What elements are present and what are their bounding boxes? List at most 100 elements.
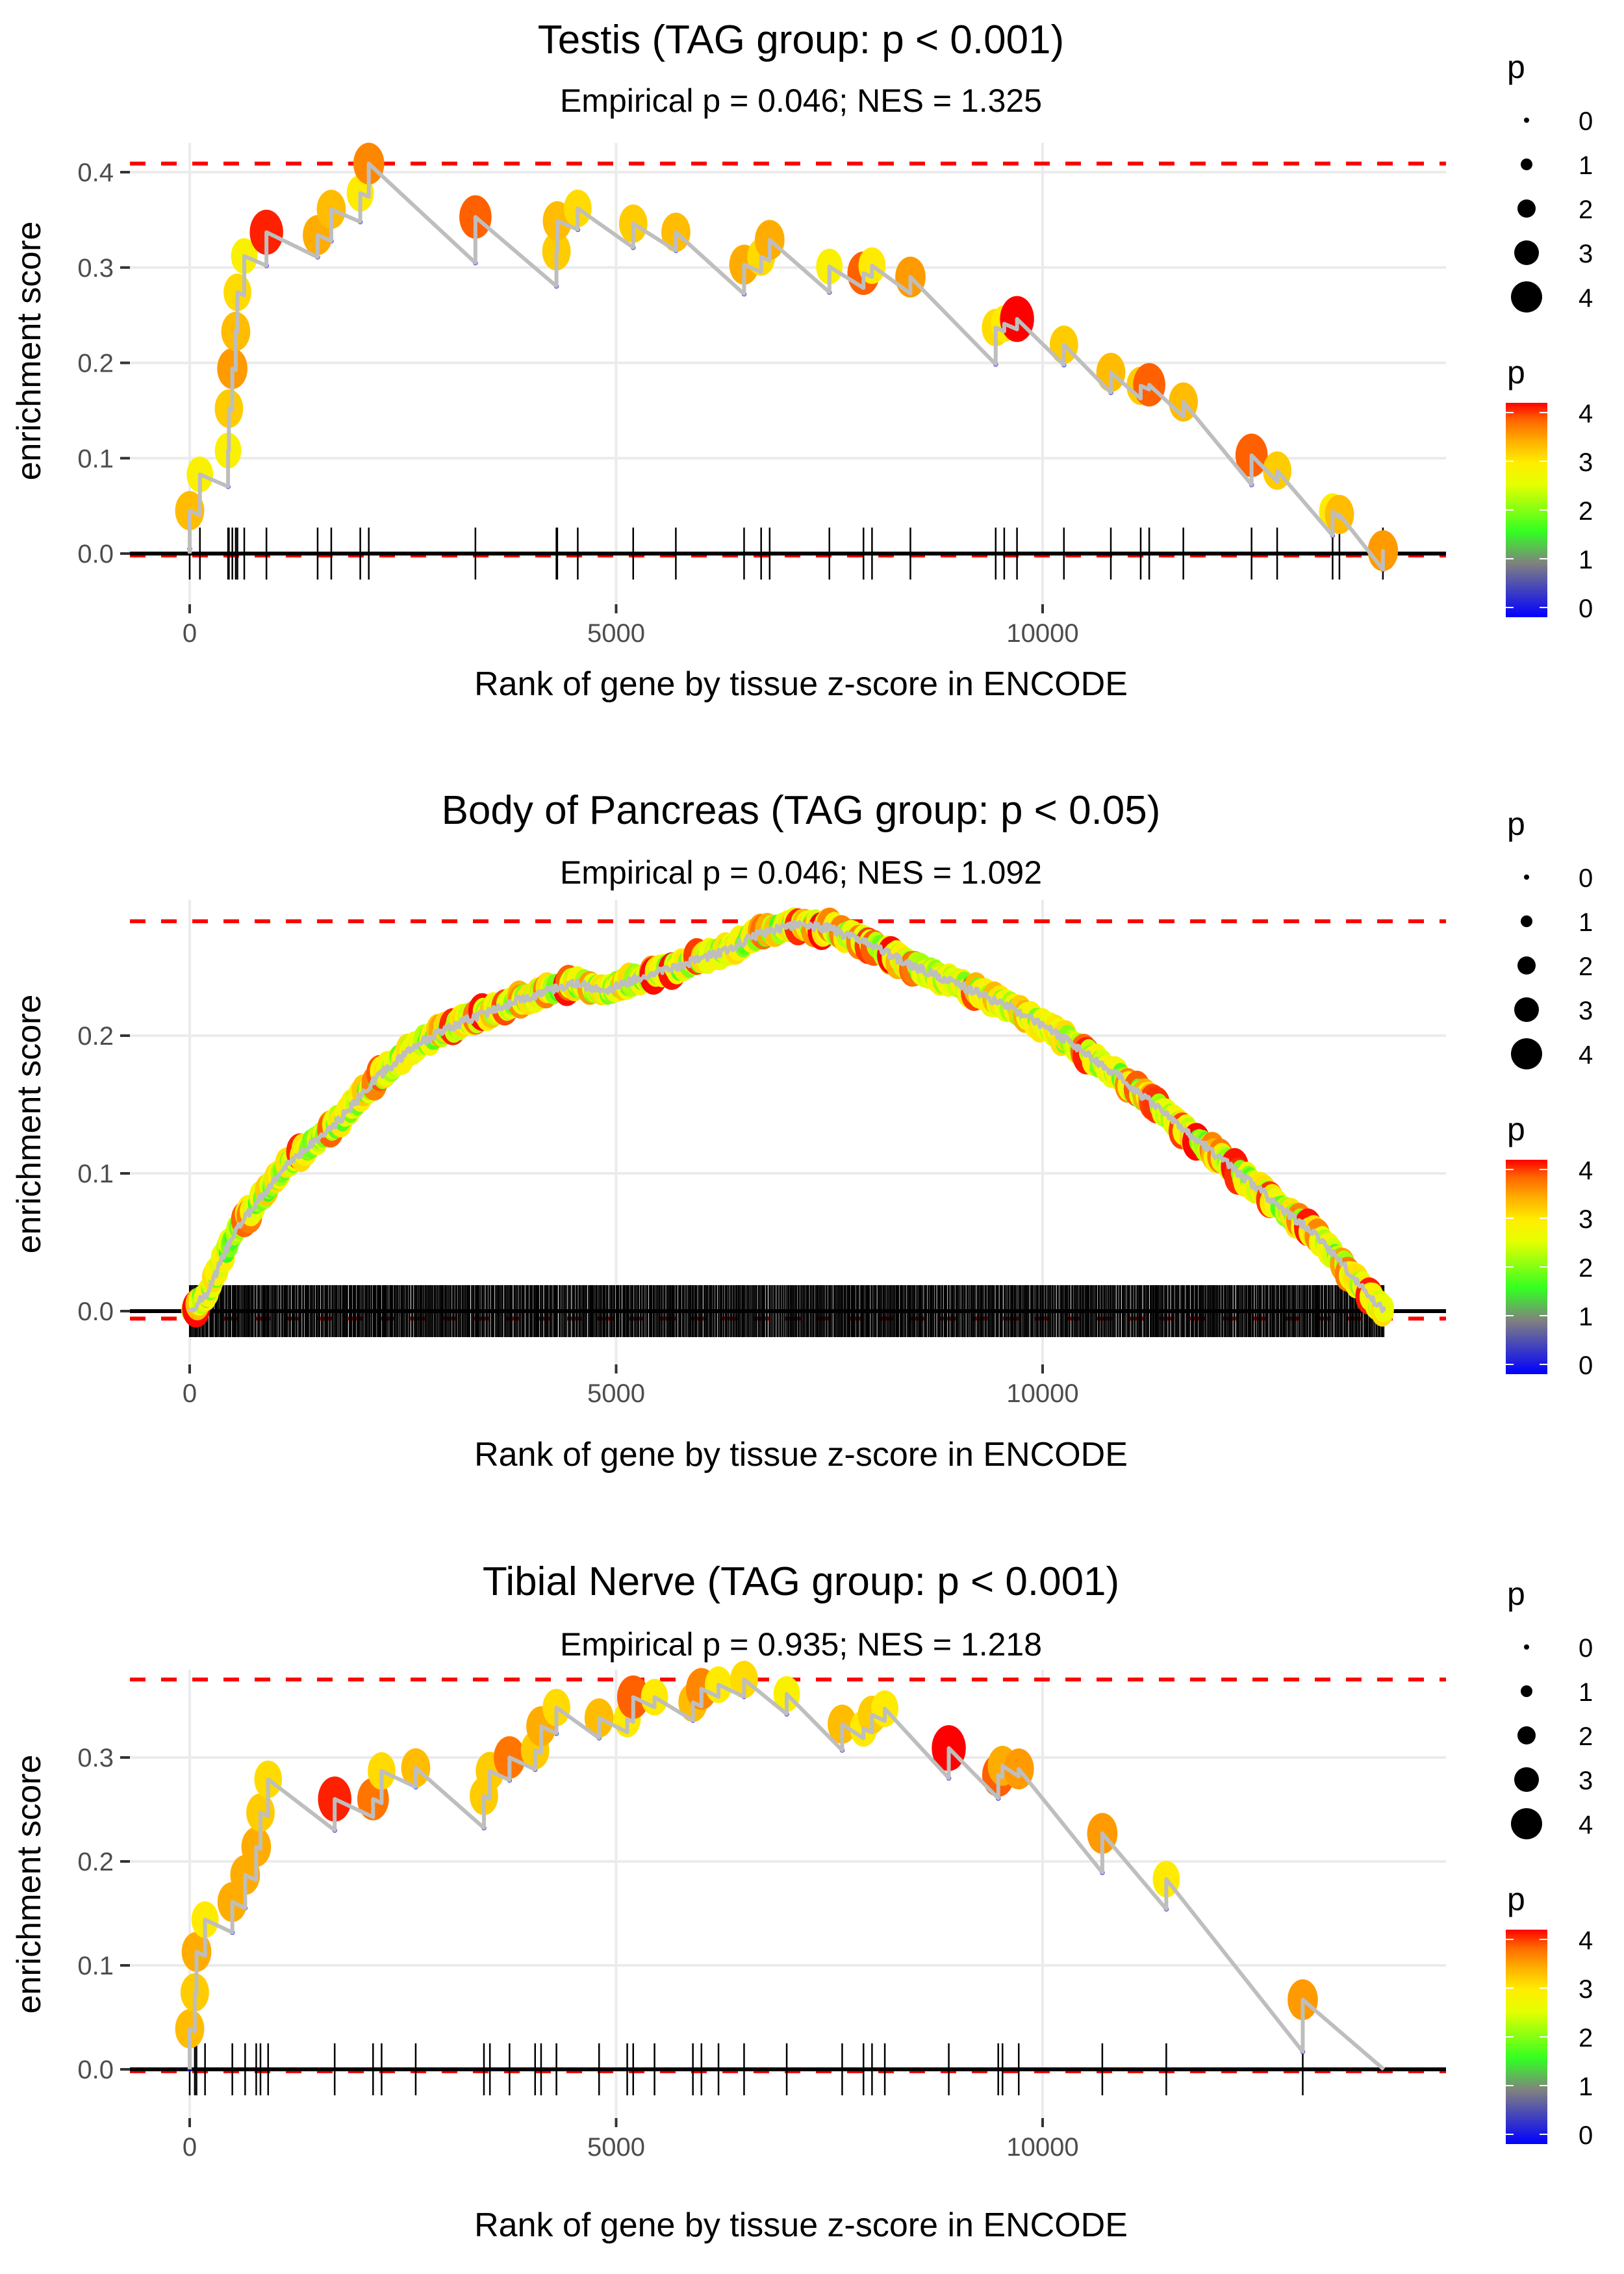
- y-tick-label: 0.0: [77, 2056, 114, 2084]
- size-legend-key: [1514, 1767, 1539, 1792]
- size-legend-label: 3: [1579, 240, 1593, 268]
- size-legend-key: [1524, 875, 1529, 880]
- y-tick-label: 0.3: [77, 1744, 114, 1772]
- running-es-line: [187, 919, 1386, 1313]
- color-legend-label: 4: [1579, 400, 1593, 428]
- color-legend-label: 0: [1579, 1351, 1593, 1380]
- y-tick-label: 0.2: [77, 1848, 114, 1876]
- size-legend-key: [1514, 240, 1539, 265]
- size-legend-key: [1511, 1038, 1542, 1069]
- size-legend-key: [1517, 956, 1536, 975]
- color-legend-label: 1: [1579, 1303, 1593, 1331]
- size-legend-key: [1524, 1644, 1529, 1650]
- y-tick-label: 0.1: [77, 1160, 114, 1188]
- color-legend-label: 2: [1579, 497, 1593, 526]
- size-legend-key: [1517, 199, 1536, 218]
- color-legend-label: 1: [1579, 546, 1593, 574]
- x-tick-label: 0: [183, 1379, 197, 1408]
- panel-subtitle: Empirical p = 0.046; NES = 1.325: [560, 83, 1042, 119]
- plot-area: 0.0 0.1 0.2 0.3 0.4 0 5000 10000: [77, 142, 1446, 648]
- size-legend-title: p: [1507, 806, 1525, 842]
- panel-pancreas: Body of Pancreas (TAG group: p < 0.05) E…: [10, 788, 1593, 1474]
- y-tick-label: 0.3: [77, 254, 114, 283]
- size-legend-label: 4: [1579, 1041, 1593, 1069]
- y-tick-label: 0.2: [77, 1022, 114, 1051]
- color-legend: p 4 3 2 1 0: [1506, 1881, 1593, 2150]
- size-legend-label: 0: [1579, 107, 1593, 136]
- size-legend: p 0 1 2 3 4: [1507, 1576, 1593, 1839]
- size-legend-key: [1521, 915, 1532, 927]
- y-axis-title: enrichment score: [10, 1755, 48, 2014]
- y-axis-title: enrichment score: [10, 222, 48, 481]
- color-legend-label: 0: [1579, 594, 1593, 623]
- panel-title: Testis (TAG group: p < 0.001): [538, 18, 1064, 62]
- color-legend-label: 3: [1579, 1205, 1593, 1234]
- color-legend-label: 3: [1579, 1975, 1593, 2004]
- size-legend-key: [1511, 1808, 1542, 1839]
- size-legend-label: 0: [1579, 864, 1593, 893]
- size-legend: p 0 1 2 3 4: [1507, 806, 1593, 1069]
- size-legend-title: p: [1507, 49, 1525, 85]
- size-legend: p 0 1 2 3 4: [1507, 49, 1593, 313]
- size-legend-key: [1514, 997, 1539, 1022]
- size-legend-label: 1: [1579, 1678, 1593, 1707]
- x-axis-title: Rank of gene by tissue z-score in ENCODE: [474, 2206, 1128, 2244]
- y-axis-title: enrichment score: [10, 995, 48, 1254]
- x-tick-label: 5000: [587, 2133, 645, 2162]
- y-tick-label: 0.1: [77, 1952, 114, 1980]
- y-tick-label: 0.2: [77, 350, 114, 378]
- size-legend-label: 4: [1579, 284, 1593, 313]
- size-legend-key: [1521, 1685, 1532, 1697]
- panel-tibial-nerve: Tibial Nerve (TAG group: p < 0.001) Empi…: [10, 1559, 1593, 2244]
- size-legend-key: [1511, 281, 1542, 313]
- panel-subtitle: Empirical p = 0.935; NES = 1.218: [560, 1626, 1042, 1663]
- y-tick-label: 0.1: [77, 444, 114, 473]
- running-es-line: [188, 1678, 1386, 2071]
- size-legend-key: [1517, 1726, 1536, 1744]
- x-tick-label: 10000: [1006, 1379, 1078, 1408]
- x-axis-title: Rank of gene by tissue z-score in ENCODE: [474, 665, 1128, 703]
- size-legend-label: 2: [1579, 1722, 1593, 1751]
- x-tick-label: 5000: [587, 619, 645, 648]
- size-legend-title: p: [1507, 1576, 1525, 1612]
- color-legend-label: 4: [1579, 1926, 1593, 1955]
- y-tick-label: 0.4: [77, 159, 114, 187]
- x-tick-label: 10000: [1006, 2133, 1078, 2162]
- plot-area: 0.0 0.1 0.2 0 5000 10000: [77, 900, 1446, 1408]
- size-legend-key: [1521, 159, 1532, 170]
- color-legend-label: 4: [1579, 1156, 1593, 1185]
- color-legend-title: p: [1507, 354, 1525, 390]
- plot-area: 0.0 0.1 0.2 0.3 0 5000 10000: [77, 1661, 1446, 2162]
- color-legend: p 4 3 2 1 0: [1506, 1111, 1593, 1380]
- color-legend-label: 2: [1579, 1254, 1593, 1283]
- size-legend-label: 1: [1579, 151, 1593, 180]
- color-legend-title: p: [1507, 1881, 1525, 1917]
- color-legend-label: 0: [1579, 2121, 1593, 2150]
- color-legend-label: 2: [1579, 2024, 1593, 2052]
- panel-title: Tibial Nerve (TAG group: p < 0.001): [483, 1559, 1119, 1604]
- y-tick-label: 0.0: [77, 1297, 114, 1326]
- size-legend-label: 3: [1579, 1767, 1593, 1795]
- x-tick-label: 10000: [1006, 619, 1078, 648]
- x-tick-label: 0: [183, 619, 197, 648]
- color-legend-title: p: [1507, 1111, 1525, 1147]
- panel-title: Body of Pancreas (TAG group: p < 0.05): [442, 788, 1161, 833]
- running-es-line: [188, 161, 1385, 572]
- size-legend-label: 1: [1579, 908, 1593, 937]
- size-legend-label: 2: [1579, 196, 1593, 224]
- y-tick-label: 0.0: [77, 540, 114, 568]
- color-legend-label: 1: [1579, 2073, 1593, 2101]
- size-legend-label: 0: [1579, 1634, 1593, 1663]
- x-tick-label: 5000: [587, 1379, 645, 1408]
- color-legend: p 4 3 2 1 0: [1506, 354, 1593, 623]
- color-legend-label: 3: [1579, 448, 1593, 477]
- size-legend-label: 4: [1579, 1811, 1593, 1839]
- size-legend-label: 3: [1579, 997, 1593, 1025]
- x-tick-label: 0: [183, 2133, 197, 2162]
- x-axis-title: Rank of gene by tissue z-score in ENCODE: [474, 1436, 1128, 1474]
- panel-subtitle: Empirical p = 0.046; NES = 1.092: [560, 854, 1042, 891]
- size-legend-key: [1524, 118, 1529, 123]
- size-legend-label: 2: [1579, 952, 1593, 981]
- panel-testis: Testis (TAG group: p < 0.001) Empirical …: [10, 18, 1593, 703]
